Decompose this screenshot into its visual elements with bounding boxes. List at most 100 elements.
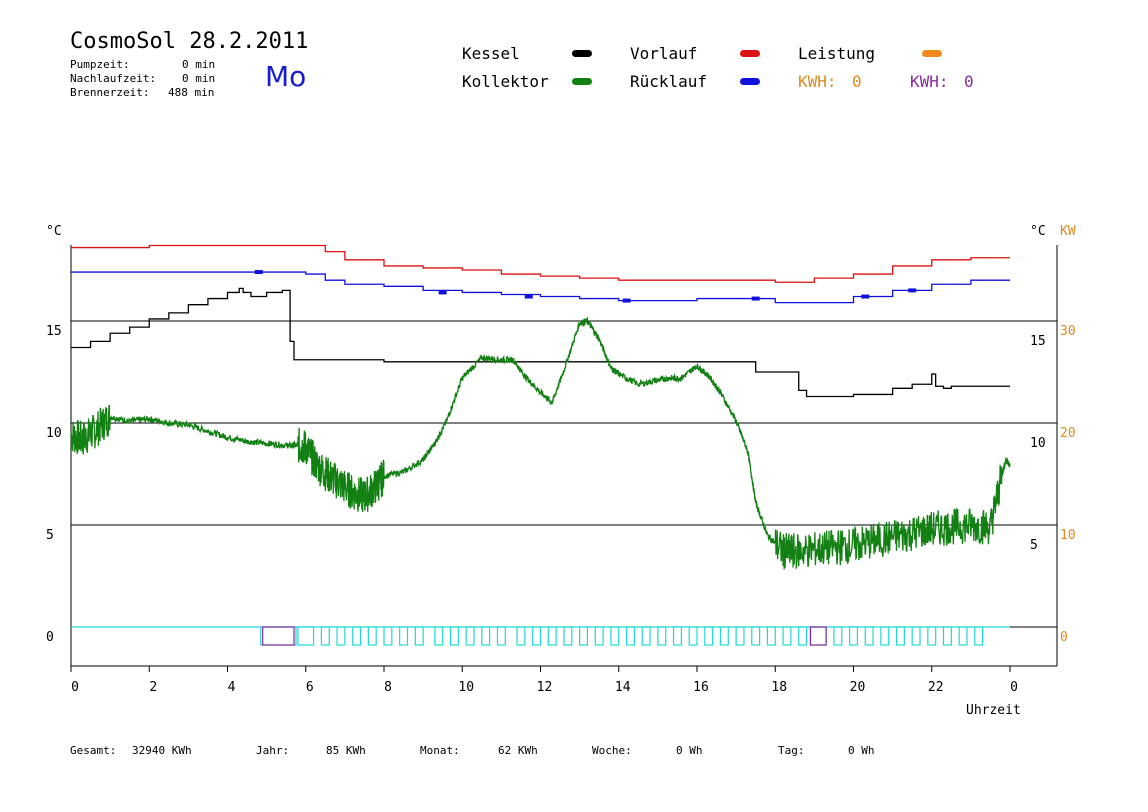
- y-right-tick-label: 15: [1030, 334, 1046, 349]
- pump-block: [367, 626, 377, 646]
- legend-kessel-label: Kessel: [462, 44, 520, 63]
- pump-block: [735, 626, 745, 646]
- x-tick-label: 14: [615, 680, 631, 695]
- pump-block: [320, 626, 330, 646]
- stat-nachlaufzeit-label: Nachlaufzeit:: [70, 72, 157, 85]
- legend-kessel-swatch: [572, 50, 592, 57]
- y-right-tick-label: 5: [1030, 538, 1038, 553]
- y-left-tick-label: 10: [46, 426, 62, 441]
- pump-block: [260, 626, 297, 646]
- y-kw-tick-label: 10: [1060, 528, 1076, 543]
- footer-monat-label: Monat:: [420, 744, 460, 757]
- pump-block: [594, 626, 604, 646]
- legend-vorlauf-label: Vorlauf: [630, 44, 698, 63]
- y-left-tick-label: 0: [46, 630, 54, 645]
- pump-block: [766, 626, 776, 646]
- page-title: CosmoSol 28.2.2011: [70, 29, 309, 54]
- stat-nachlaufzeit-value: 0 min: [182, 72, 216, 85]
- weekday-label: Mo: [265, 60, 307, 93]
- pump-block: [782, 626, 792, 646]
- footer-gesamt-value: 32940 KWh: [132, 744, 192, 757]
- series-layer: [70, 244, 1011, 646]
- y-left-tick-label: 15: [46, 324, 62, 339]
- burner-block: [262, 626, 295, 646]
- pump-block: [563, 626, 573, 646]
- kwh-secondary-label: KWH:: [910, 72, 949, 91]
- footer-gesamt-label: Gesamt:: [70, 744, 117, 757]
- x-axis-title: Uhrzeit: [966, 703, 1021, 718]
- x-tick-label: 18: [771, 680, 787, 695]
- pump-block: [927, 626, 937, 646]
- pump-block: [657, 626, 667, 646]
- kwh-leistung-label: KWH:: [798, 72, 837, 91]
- pump-block: [864, 626, 874, 646]
- pump-block: [532, 626, 542, 646]
- pump-block: [297, 626, 315, 646]
- ruecklauf-marker: [622, 298, 631, 303]
- y-kw-tick-label: 20: [1060, 426, 1076, 441]
- x-tick-label: 20: [850, 680, 866, 695]
- pump-block: [336, 626, 346, 646]
- ruecklauf-line: [71, 271, 1010, 304]
- ruecklauf-marker: [438, 290, 447, 295]
- x-tick-label: 2: [149, 680, 157, 695]
- legend-leistung-swatch: [922, 50, 942, 57]
- pump-block: [751, 626, 761, 646]
- pump-block: [481, 626, 491, 646]
- pump-block: [610, 626, 620, 646]
- footer-woche-label: Woche:: [592, 744, 632, 757]
- y-axis-right-unit: °C: [1030, 224, 1046, 239]
- x-tick-label: 10: [458, 680, 474, 695]
- axes: [70, 245, 1058, 672]
- legend-leistung-label: Leistung: [798, 44, 876, 63]
- legend-ruecklauf-swatch: [740, 78, 760, 85]
- stat-pumpzeit-label: Pumpzeit:: [70, 58, 130, 71]
- x-tick-label: 22: [928, 680, 944, 695]
- burner-block: [809, 626, 827, 646]
- pump-block: [547, 626, 557, 646]
- grid-lines: [71, 320, 1057, 628]
- pump-block: [399, 626, 409, 646]
- pump-block: [833, 626, 843, 646]
- axis-labels: 0 2 4 6 8 10 12 14 16 18 20 22 0 Uhrzeit °C °C KW 0 5 10 15 5…: [46, 224, 1076, 718]
- x-tick-label: 12: [537, 680, 553, 695]
- pump-block: [579, 626, 589, 646]
- x-tick-label: 8: [384, 680, 392, 695]
- pump-block: [974, 626, 984, 646]
- x-tick-label: 0: [71, 680, 79, 695]
- pump-block: [958, 626, 968, 646]
- stat-brennerzeit-label: Brennerzeit:: [70, 86, 150, 99]
- ruecklauf-marker: [751, 296, 760, 301]
- ruecklauf-marker: [254, 270, 263, 275]
- kwh-secondary-value: 0: [964, 72, 974, 91]
- pump-block: [719, 626, 729, 646]
- pump-block: [516, 626, 526, 646]
- footer-woche-value: 0 Wh: [676, 744, 703, 757]
- y-left-tick-label: 5: [46, 528, 54, 543]
- pump-block: [942, 626, 952, 646]
- ruecklauf-marker: [861, 294, 870, 299]
- y-kw-tick-label: 0: [1060, 630, 1068, 645]
- y-axis-left-unit: °C: [46, 224, 62, 239]
- kessel-line: [71, 287, 1010, 398]
- vorlauf-line: [71, 244, 1010, 283]
- x-tick-label: 16: [693, 680, 709, 695]
- pump-block: [688, 626, 698, 646]
- pump-block: [434, 626, 444, 646]
- legend-kollektor-swatch: [572, 78, 592, 85]
- stat-brennerzeit-value: 488 min: [168, 86, 215, 99]
- pump-block: [465, 626, 475, 646]
- pump-block: [809, 626, 827, 646]
- x-tick-label: 4: [228, 680, 236, 695]
- y-kw-tick-label: 30: [1060, 324, 1076, 339]
- y-right-tick-label: 10: [1030, 436, 1046, 451]
- pump-block: [383, 626, 393, 646]
- pump-block: [911, 626, 921, 646]
- legend-ruecklauf-label: Rücklauf: [630, 72, 708, 91]
- pump-block: [848, 626, 859, 646]
- pump-block: [641, 626, 651, 646]
- footer-jahr-value: 85 KWh: [326, 744, 366, 757]
- x-tick-label: 6: [306, 680, 314, 695]
- kwh-leistung-value: 0: [852, 72, 862, 91]
